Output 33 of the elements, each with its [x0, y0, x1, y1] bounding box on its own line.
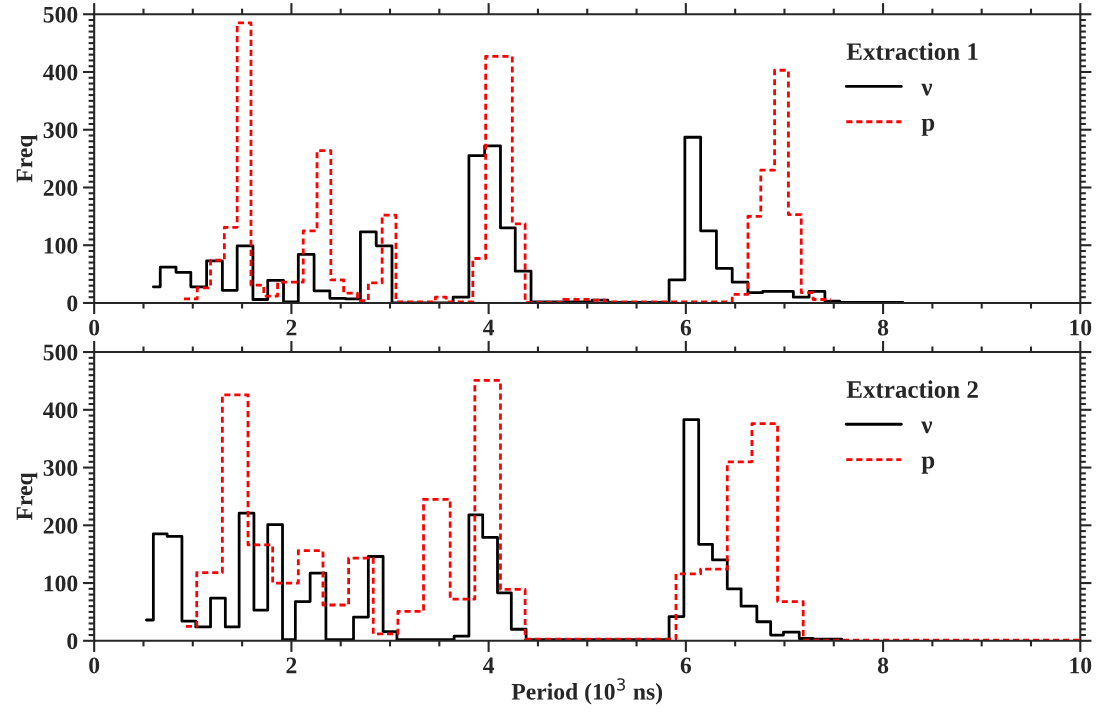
y-tick-label: 100	[44, 575, 78, 592]
legend-title: Extraction 2	[846, 380, 978, 398]
y-tick-label: 400	[43, 402, 78, 419]
x-tick-label: 2	[286, 657, 297, 674]
y-axis-title: Freq	[16, 472, 38, 521]
x-tick-label: 8	[877, 319, 889, 336]
legend-title: Extraction 1	[846, 42, 978, 61]
x-tick-label: 10	[1070, 657, 1092, 674]
x-tick-label: 2	[286, 319, 297, 336]
x-tick-label: 0	[89, 319, 100, 336]
y-tick-label: 500	[43, 6, 78, 23]
x-tick-label: 6	[680, 319, 692, 336]
x-tick-label: 4	[483, 657, 495, 674]
legend-label: ν	[921, 83, 933, 96]
y-tick-label: 300	[43, 460, 78, 476]
y-tick-label: 400	[43, 64, 78, 81]
x-tick-label: 10	[1070, 319, 1092, 336]
y-tick-label: 200	[43, 179, 78, 196]
x-tick-label: 6	[680, 657, 692, 674]
y-tick-label: 200	[43, 517, 78, 534]
x-axis-title: Period (10$^{3}$ ns)	[511, 678, 663, 705]
y-axis-title: Freq	[16, 134, 38, 183]
y-tick-label: 0	[67, 295, 78, 312]
x-tick-label: 0	[89, 657, 100, 674]
y-tick-label: 0	[67, 633, 78, 650]
legend-label: p	[921, 456, 935, 474]
y-tick-label: 300	[43, 122, 78, 139]
legend-label: p	[921, 118, 935, 136]
y-tick-label: 500	[43, 344, 78, 361]
legend-label: ν	[921, 421, 933, 434]
y-tick-label: 100	[44, 237, 78, 254]
x-tick-label: 4	[483, 319, 495, 336]
x-tick-label: 8	[877, 657, 889, 674]
